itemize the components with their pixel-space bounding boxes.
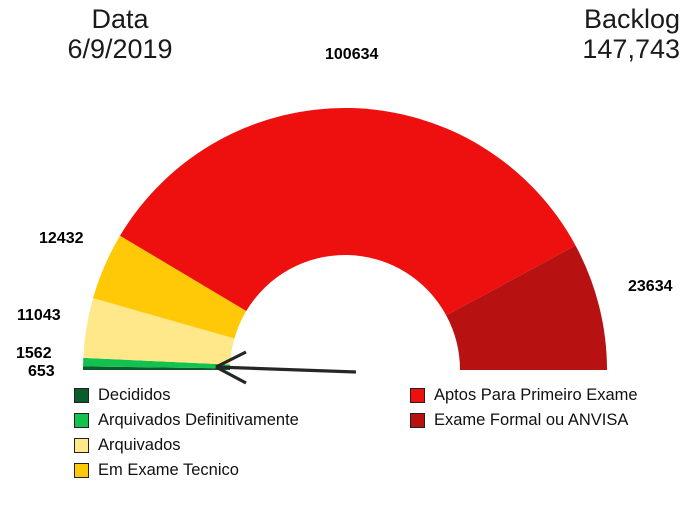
backlog-header-title: Backlog xyxy=(583,4,680,34)
legend-item[interactable]: Arquivados Definitivamente xyxy=(74,408,299,433)
legend-label: Decididos xyxy=(98,386,171,404)
legend-swatch-icon xyxy=(410,413,425,428)
donut-slice xyxy=(446,245,607,370)
legend-label: Arquivados Definitivamente xyxy=(98,411,299,429)
legend-item[interactable]: Arquivados xyxy=(74,433,299,458)
legend-label: Arquivados xyxy=(98,436,181,454)
donut-slice xyxy=(83,366,231,370)
legend-item[interactable]: Exame Formal ou ANVISA xyxy=(410,408,638,433)
legend-left: Decididos Arquivados Definitivamente Arqui… xyxy=(74,383,299,483)
date-header-title: Data xyxy=(91,4,149,34)
value-label-arquivados-definitivamente: 1562 xyxy=(16,345,52,362)
donut-slice xyxy=(120,108,576,316)
value-label-arquivados: 11043 xyxy=(17,307,61,324)
value-label-decididos: 653 xyxy=(28,363,55,380)
backlog-header: Backlog 147,743 xyxy=(420,4,680,64)
legend-label: Exame Formal ou ANVISA xyxy=(434,411,629,429)
donut-slice xyxy=(83,357,231,369)
legend-swatch-icon xyxy=(74,463,89,478)
legend-swatch-icon xyxy=(410,388,425,403)
backlog-header-value: 147,743 xyxy=(582,34,680,64)
legend-swatch-icon xyxy=(74,438,89,453)
legend-label: Em Exame Tecnico xyxy=(98,461,239,479)
date-header-value: 6/9/2019 xyxy=(67,34,173,64)
donut-slices xyxy=(83,108,607,370)
value-label-exame-formal: 23634 xyxy=(628,278,673,295)
legend-swatch-icon xyxy=(74,413,89,428)
legend-swatch-icon xyxy=(74,388,89,403)
date-header: Data 6/9/2019 xyxy=(10,4,230,64)
legend-item[interactable]: Aptos Para Primeiro Exame xyxy=(410,383,638,408)
legend-item[interactable]: Decididos xyxy=(74,383,299,408)
value-label-aptos: 100634 xyxy=(325,46,379,63)
legend-item[interactable]: Em Exame Tecnico xyxy=(74,458,299,483)
donut-slice xyxy=(93,235,247,339)
annotation-arrow xyxy=(215,350,357,385)
legend-label: Aptos Para Primeiro Exame xyxy=(434,386,638,404)
donut-slice xyxy=(83,298,235,365)
legend-right: Aptos Para Primeiro Exame Exame Formal ou… xyxy=(410,383,638,433)
value-label-em-exame-tecnico: 12432 xyxy=(39,230,84,247)
